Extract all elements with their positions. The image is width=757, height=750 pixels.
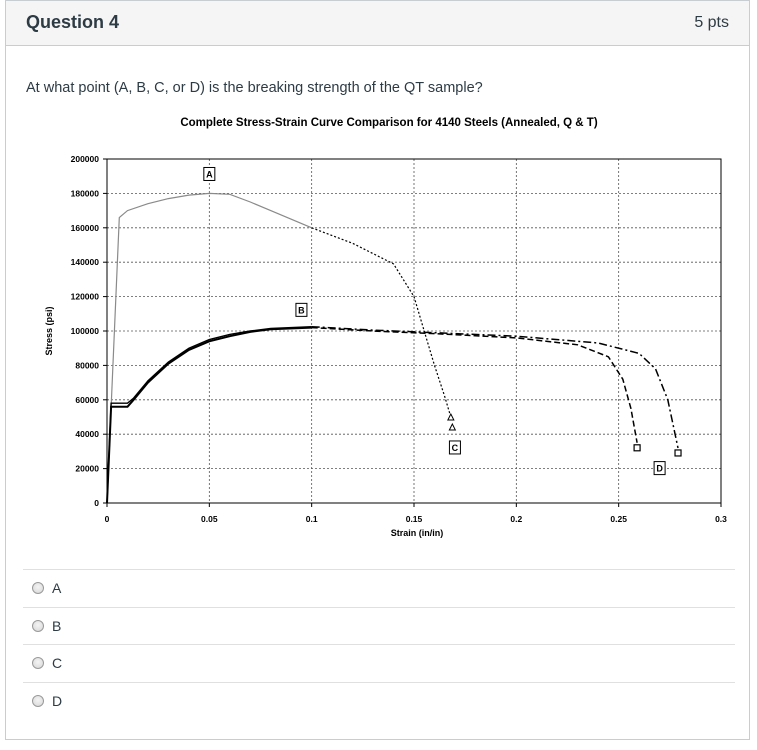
- y-tick-label: 180000: [71, 188, 100, 198]
- chart-series: [106, 192, 682, 504]
- x-tick-label: 0.15: [406, 514, 423, 524]
- point-label-b: B: [295, 302, 308, 317]
- radio-button[interactable]: [32, 694, 44, 707]
- answer-option-a[interactable]: A: [23, 569, 735, 607]
- x-axis-ticks: 0 0.05 0.1 0.15 0.2 0.25 0.3: [105, 503, 727, 524]
- x-tick-label: 0.25: [610, 514, 627, 524]
- series-line: [106, 326, 312, 504]
- series-line-tail: [311, 227, 452, 418]
- x-tick-label: 0: [105, 514, 110, 524]
- y-tick-label: 80000: [75, 360, 99, 370]
- point-label-text: A: [206, 169, 213, 179]
- answer-option-c[interactable]: C: [23, 644, 735, 682]
- y-tick-label: 200000: [71, 154, 100, 164]
- y-tick-label: 60000: [75, 395, 99, 405]
- answer-option-d[interactable]: D: [23, 681, 735, 720]
- chart-title: Complete Stress-Strain Curve Comparison …: [180, 117, 597, 129]
- y-tick-label: 100000: [71, 326, 100, 336]
- answer-option-b[interactable]: B: [23, 606, 735, 645]
- point-label-c: C: [448, 440, 461, 455]
- y-tick-label: 20000: [75, 464, 99, 474]
- chart-markers: A B C D: [203, 166, 666, 476]
- question-text: At what point (A, B, C, or D) is the bre…: [26, 80, 483, 96]
- x-tick-label: 0.3: [715, 514, 727, 524]
- question-points: 5 pts: [694, 14, 729, 31]
- y-axis-ticks: 0 20000 40000 60000 80000 100000 120000 140000 1…: [71, 154, 107, 508]
- chart-grid: [107, 159, 721, 503]
- point-label-text: D: [656, 464, 663, 474]
- answer-list: A B C D: [23, 569, 735, 719]
- point-label-d: D: [653, 461, 666, 476]
- stress-strain-chart: Complete Stress-Strain Curve Comparison …: [44, 117, 727, 538]
- point-label-box: [653, 461, 666, 476]
- fracture-point-marker: [448, 422, 457, 431]
- radio-button[interactable]: [32, 582, 44, 594]
- point-label-text: C: [452, 443, 459, 453]
- x-tick-label: 0.1: [306, 514, 318, 524]
- point-label-a: A: [203, 166, 216, 181]
- answer-label: B: [52, 617, 62, 634]
- x-tick-label: 0.05: [201, 514, 218, 524]
- answer-label: A: [52, 580, 62, 596]
- radio-button[interactable]: [32, 619, 44, 632]
- fracture-point-marker: [447, 412, 455, 421]
- stress-strain-figure: Complete Stress-Strain Curve Comparison …: [31, 109, 743, 549]
- point-label-box: [295, 302, 308, 317]
- y-tick-label: 160000: [71, 223, 100, 233]
- y-tick-label: 40000: [75, 429, 99, 439]
- series-line-tail: [311, 326, 638, 443]
- fracture-point-marker: [633, 444, 641, 452]
- y-axis-label: Stress (psi): [44, 306, 54, 355]
- fracture-point-marker: [674, 449, 682, 457]
- question-card: Question 4 5 pts At what point (A, B, C,…: [5, 0, 750, 740]
- point-label-box: [448, 440, 461, 455]
- answer-label: C: [52, 655, 63, 671]
- y-tick-label: 0: [94, 498, 99, 508]
- x-axis-label: Strain (in/in): [391, 528, 444, 538]
- series-line: [106, 326, 312, 504]
- y-tick-label: 140000: [71, 257, 100, 267]
- radio-button[interactable]: [32, 657, 44, 669]
- question-title: Question 4: [26, 12, 120, 32]
- point-label-box: [203, 166, 216, 181]
- question-header: Question 4 5 pts: [6, 1, 749, 46]
- x-tick-label: 0.2: [510, 514, 522, 524]
- series-line: [106, 192, 312, 504]
- series-line-tail: [311, 325, 679, 449]
- answer-label: D: [52, 692, 63, 709]
- point-label-text: B: [298, 305, 305, 315]
- y-tick-label: 120000: [71, 292, 100, 302]
